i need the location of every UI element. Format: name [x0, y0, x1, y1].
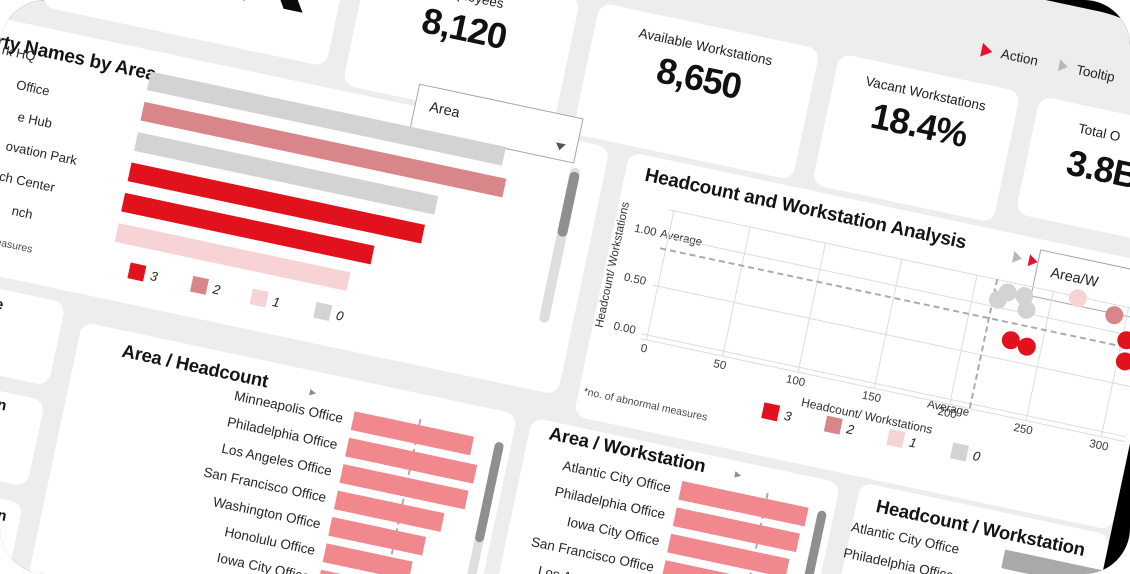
- legend-swatch: [127, 262, 147, 282]
- legend-swatch: [249, 288, 269, 308]
- kpi-card-total: Total O 3.8B: [1015, 95, 1130, 251]
- legend-swatch: [313, 302, 333, 322]
- kpi-card-available-workstations: Available Workstations 8,650: [572, 2, 821, 181]
- kpi-label: Total O: [1076, 120, 1122, 145]
- action-label: Action: [999, 46, 1040, 69]
- kpi-value: 3.8B: [1062, 141, 1130, 197]
- legend-swatch: [949, 442, 969, 462]
- legend-swatch: [761, 402, 781, 422]
- tooltip-icon[interactable]: [1057, 59, 1070, 73]
- area-slicer-label: Area: [427, 99, 462, 122]
- legend-swatch: [823, 415, 843, 435]
- action-icon[interactable]: [980, 42, 994, 59]
- legend-swatch: [886, 428, 906, 448]
- chevron-down-icon: [554, 142, 566, 152]
- legend-swatch: [190, 275, 209, 295]
- area-workstation-slicer-label: Area/W: [1048, 265, 1100, 291]
- tooltip-label: Tooltip: [1074, 62, 1117, 85]
